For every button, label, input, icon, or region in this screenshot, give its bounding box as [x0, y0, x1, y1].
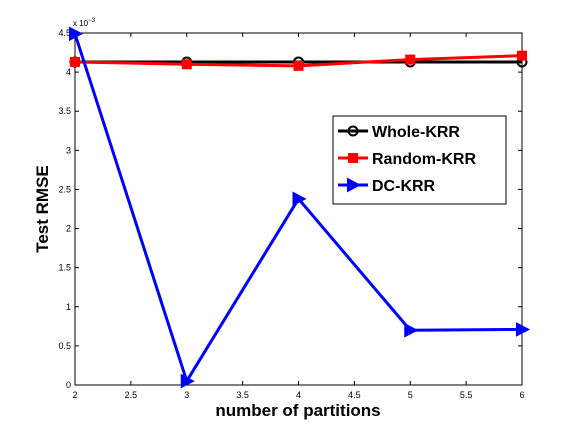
legend-items: Whole-KRR Random-KRR DC-KRR: [338, 124, 476, 195]
y-tick-label: 0.5: [58, 341, 71, 351]
legend-item-random-krr: Random-KRR: [338, 151, 476, 168]
y-tick-label: 2: [66, 224, 71, 234]
y-axis-ticks: 0 0.5 1 1.5 2 2.5 3 3.5 4 4.5: [58, 28, 522, 390]
legend-label: DC-KRR: [372, 178, 436, 195]
y-tick-label: 3: [66, 145, 71, 155]
x-tick-label: 4: [296, 390, 301, 400]
y-tick-label: 3.5: [58, 106, 71, 116]
legend-swatch-marker: [348, 153, 358, 163]
x-tick-label: 2.5: [125, 390, 138, 400]
data-point-random-krr: [70, 56, 80, 67]
legend-label: Random-KRR: [372, 151, 476, 168]
data-point-dc-krr: [69, 26, 84, 42]
data-point-random-krr: [293, 60, 304, 71]
x-tick-label: 2: [72, 390, 77, 400]
y-exponent-label: x 10−3: [73, 18, 96, 28]
legend: Whole-KRR Random-KRR DC-KRR: [332, 115, 507, 205]
x-axis-title: number of partitions: [215, 401, 380, 420]
data-point-random-krr: [517, 50, 527, 61]
y-tick-label: 2.5: [58, 184, 71, 194]
legend-item-whole-krr: Whole-KRR: [338, 124, 460, 141]
data-point-dc-krr: [292, 191, 307, 207]
x-tick-label: 4.5: [348, 390, 361, 400]
data-point-dc-krr: [516, 322, 531, 337]
series-dc-krr: [69, 26, 531, 389]
legend-swatch-marker: [347, 125, 359, 137]
legend-swatch-marker: [347, 177, 362, 193]
x-tick-label: 5: [408, 390, 413, 400]
series-layer: [69, 26, 531, 389]
data-point-random-krr: [181, 59, 192, 70]
plot-area: [74, 32, 523, 386]
x-tick-label: 6: [519, 390, 524, 400]
series-random-krr: [70, 50, 527, 71]
x-tick-label: 3: [184, 390, 189, 400]
y-tick-label: 1: [66, 302, 71, 312]
data-point-random-krr: [405, 54, 416, 65]
legend-label: Whole-KRR: [372, 124, 460, 141]
y-exponent-power: −3: [88, 18, 96, 24]
y-tick-label: 4: [66, 67, 71, 77]
y-tick-label: 0: [66, 380, 71, 390]
x-tick-label: 3.5: [236, 390, 249, 400]
data-point-dc-krr: [180, 373, 195, 389]
x-tick-label: 5.5: [460, 390, 473, 400]
y-axis-title: Test RMSE: [33, 165, 52, 253]
data-point-dc-krr: [404, 322, 419, 338]
legend-item-dc-krr: DC-KRR: [338, 177, 436, 195]
y-tick-label: 4.5: [58, 28, 71, 38]
y-tick-label: 1.5: [58, 263, 71, 273]
